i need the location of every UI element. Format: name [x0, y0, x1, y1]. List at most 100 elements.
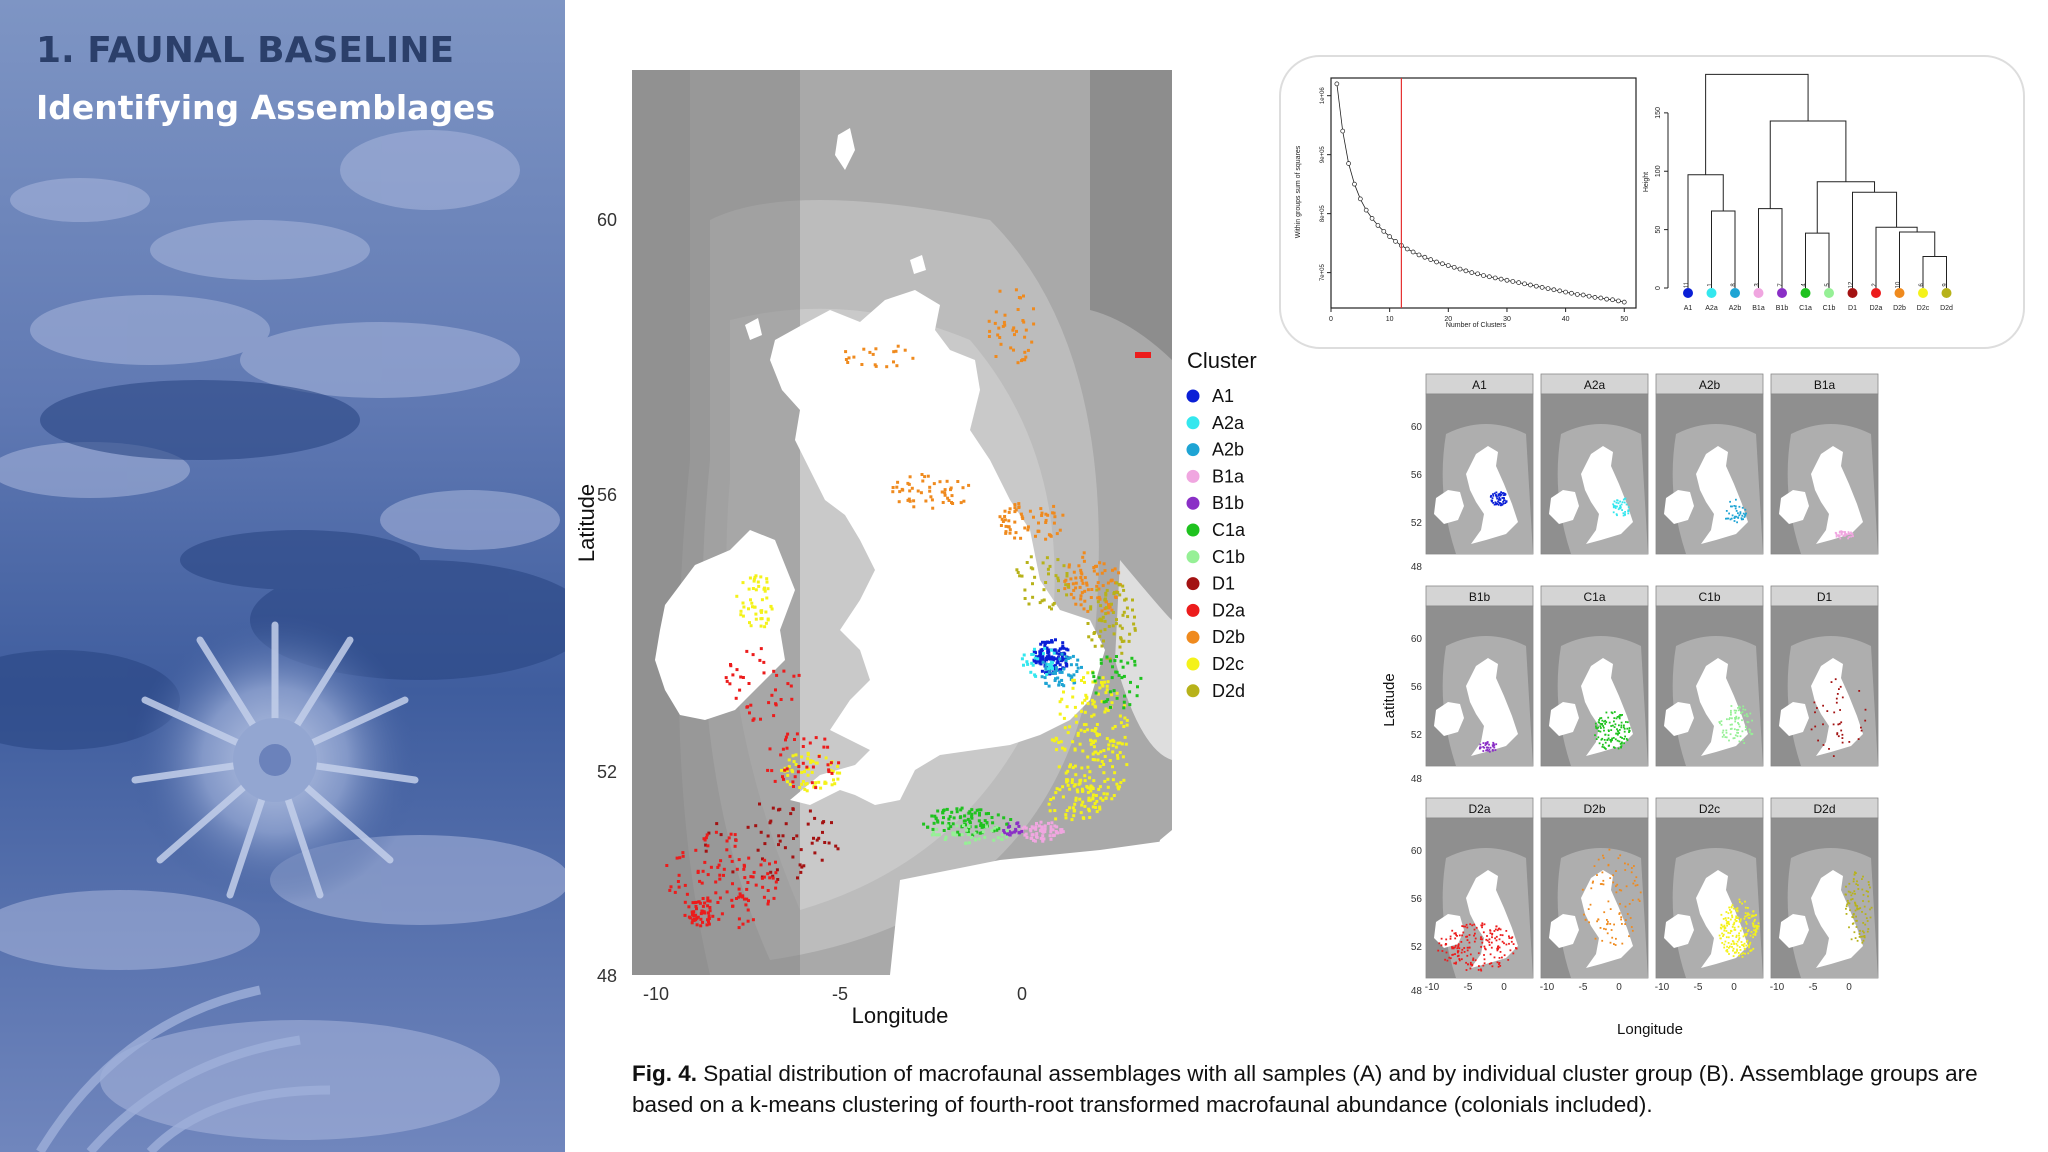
- sample-point-d2b: [1058, 528, 1062, 532]
- sample-point-d2c: [787, 765, 791, 768]
- facet-point-d2c: [1722, 918, 1725, 920]
- facet-point-a2a: [1614, 505, 1617, 507]
- sample-point-d2c: [1110, 797, 1114, 801]
- facet-point-d2c: [1727, 922, 1730, 925]
- sample-point-d2b: [998, 336, 1002, 339]
- facet-point-d2a: [1466, 946, 1469, 949]
- sample-point-d2b: [1097, 595, 1101, 599]
- sample-point-a2b: [1047, 684, 1051, 688]
- sample-point-d1: [756, 848, 760, 852]
- facet-point-c1b: [1722, 729, 1725, 732]
- sample-point-d2d: [1016, 571, 1020, 574]
- sample-point-d2c: [1095, 723, 1099, 726]
- sample-point-d2d: [1056, 576, 1060, 580]
- sample-point-d2b: [852, 355, 856, 359]
- sample-point-d2a: [725, 679, 729, 683]
- sample-point-d2d: [1093, 644, 1097, 648]
- facet-y-tick: 48: [1411, 774, 1423, 785]
- sample-point-d1: [731, 870, 735, 874]
- facet-point-d2a: [1455, 961, 1457, 964]
- facet-point-d2b: [1609, 941, 1612, 944]
- facet-point-b1b: [1492, 742, 1495, 745]
- sample-point-d2d: [1120, 640, 1124, 643]
- sample-point-a2b: [1075, 663, 1079, 667]
- sample-point-a2b: [1070, 675, 1074, 679]
- sample-point-d2a: [774, 860, 777, 864]
- facet-point-d2a: [1496, 929, 1499, 932]
- sample-point-c1a: [952, 816, 956, 820]
- sample-point-d2b: [1023, 350, 1027, 354]
- sample-point-d2a: [774, 688, 777, 692]
- sample-point-c1a: [942, 816, 945, 820]
- facet-point-d2b: [1602, 883, 1605, 886]
- facet-point-a1: [1490, 499, 1493, 502]
- facet-point-d2b: [1613, 923, 1615, 926]
- facet-point-a1: [1499, 499, 1502, 501]
- sample-point-d2b: [892, 360, 895, 364]
- legend-label-a1: A1: [1212, 386, 1234, 406]
- y-axis-label: Latitude: [574, 484, 599, 562]
- sample-point-c1a: [959, 815, 963, 819]
- facet-point-b1a: [1850, 535, 1852, 538]
- sample-point-d2d: [1108, 657, 1112, 661]
- sample-point-d2b: [1004, 531, 1008, 535]
- facet-point-d2c: [1734, 918, 1737, 921]
- sample-point-d2d: [1111, 624, 1115, 628]
- facet-point-c1b: [1740, 712, 1742, 715]
- facet-point-b1b: [1485, 749, 1487, 752]
- facet-point-c1b: [1738, 725, 1741, 728]
- facet-point-d2d: [1851, 916, 1854, 918]
- facet-point-c1a: [1601, 723, 1604, 725]
- sample-point-d2a: [695, 907, 698, 911]
- sample-point-b1a: [1049, 830, 1053, 834]
- sample-point-c1a: [1122, 674, 1126, 678]
- sample-point-d2b: [895, 364, 899, 368]
- facet-point-c1a: [1619, 743, 1622, 745]
- sample-point-d2d: [1056, 558, 1060, 562]
- sample-point-c1a: [926, 825, 929, 829]
- sample-point-c1a: [941, 810, 945, 814]
- facet-point-d2a: [1477, 969, 1480, 971]
- sample-point-d2d: [1105, 588, 1109, 592]
- facet-point-d2c: [1752, 924, 1755, 927]
- slide-title: 1. FAUNAL BASELINE: [36, 30, 455, 71]
- sample-point-d2a: [772, 714, 776, 718]
- sample-point-c1a: [1120, 676, 1124, 680]
- facet-point-d2c: [1738, 898, 1741, 901]
- facet-point-c1a: [1621, 714, 1623, 716]
- sample-point-d2c: [1081, 701, 1084, 705]
- sample-point-a2b: [1051, 671, 1055, 675]
- facet-point-d2a: [1460, 941, 1463, 943]
- sample-point-c1a: [1121, 665, 1125, 669]
- facet-point-a2b: [1733, 505, 1736, 507]
- sample-point-d2c: [1095, 732, 1099, 736]
- sample-point-d2c: [763, 586, 766, 590]
- facet-point-d2c: [1727, 920, 1730, 923]
- facet-point-c1a: [1610, 729, 1613, 731]
- dendrogram-leaf-number: 10: [1896, 281, 1902, 288]
- sample-point-d2c: [1083, 774, 1087, 778]
- facet-point-b1a: [1845, 533, 1847, 535]
- sample-point-b1b: [1003, 831, 1006, 835]
- facet-point-d2d: [1856, 907, 1858, 910]
- sample-point-d2a: [694, 848, 698, 852]
- facet-point-a1: [1497, 493, 1500, 496]
- facet-point-d2c: [1753, 920, 1756, 923]
- facet-point-d2d: [1853, 873, 1856, 876]
- sample-point-d1: [800, 865, 804, 869]
- sample-point-c1a: [1109, 705, 1112, 709]
- sample-point-d2c: [1125, 763, 1129, 767]
- sample-point-a1: [1040, 652, 1044, 655]
- facet-point-d2b: [1584, 919, 1587, 921]
- sample-point-d2d: [1103, 619, 1107, 623]
- facet-point-d1: [1816, 707, 1818, 709]
- sample-point-d2b: [941, 501, 945, 504]
- facet-point-d1: [1836, 733, 1839, 736]
- facet-point-d2a: [1468, 934, 1471, 936]
- sample-point-d2c: [836, 764, 840, 768]
- sample-point-d2d: [1116, 591, 1120, 594]
- sample-point-d2a: [783, 768, 787, 772]
- facet-point-c1a: [1626, 739, 1629, 742]
- facet-point-d2a: [1469, 953, 1472, 956]
